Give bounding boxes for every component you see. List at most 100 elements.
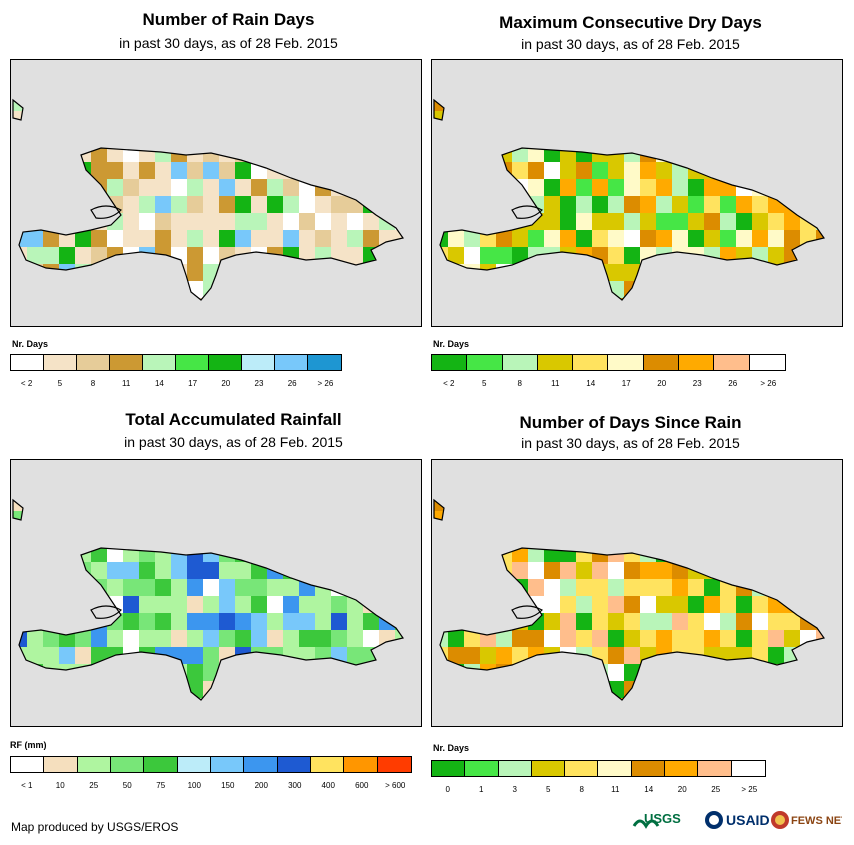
map-cell xyxy=(576,77,592,94)
map-cell xyxy=(752,162,768,179)
map-cell xyxy=(411,230,421,247)
map-cell xyxy=(315,511,331,528)
map-cell xyxy=(43,715,59,726)
map-cell xyxy=(107,100,123,111)
map-cell xyxy=(171,60,187,77)
map-cell xyxy=(448,460,464,477)
map-cell xyxy=(251,528,267,545)
map-cell xyxy=(560,562,576,579)
legend-swatch xyxy=(244,757,278,772)
map-cell xyxy=(187,664,203,681)
map-cell xyxy=(139,100,155,111)
map-cell xyxy=(592,528,608,545)
map-cell xyxy=(139,715,155,726)
map-cell xyxy=(434,281,448,298)
map-cell xyxy=(736,647,752,664)
map-cell xyxy=(123,500,139,511)
map-cell xyxy=(59,545,75,562)
map-cell xyxy=(496,100,512,111)
map-cell xyxy=(704,196,720,213)
map-cell xyxy=(59,196,75,213)
map-cell xyxy=(107,298,123,300)
map-cell xyxy=(528,528,544,545)
map-cell xyxy=(448,315,464,326)
map-cell xyxy=(11,60,27,77)
map-cell xyxy=(139,681,155,698)
map-cell xyxy=(363,77,379,94)
map-cell xyxy=(640,145,656,162)
map-cell xyxy=(672,230,688,247)
map-cell xyxy=(75,162,91,179)
legend-label: 11 xyxy=(611,785,620,794)
map-cell xyxy=(75,477,91,494)
map-cell xyxy=(155,477,171,494)
map-cell xyxy=(672,664,688,681)
map-cell xyxy=(832,698,842,715)
map-cell xyxy=(347,715,363,726)
map-cell xyxy=(720,298,736,300)
map-cell xyxy=(75,179,91,196)
map-cell xyxy=(576,230,592,247)
map-cell xyxy=(379,664,395,681)
map-cell xyxy=(283,281,299,298)
map-cell xyxy=(283,196,299,213)
map-cell xyxy=(544,247,560,264)
map-cell xyxy=(560,315,576,326)
map-cell xyxy=(736,230,752,247)
map-cell xyxy=(544,511,560,528)
map-cell xyxy=(768,562,784,579)
map-cell xyxy=(331,111,347,128)
map-cell xyxy=(576,500,592,511)
map-cell xyxy=(219,230,235,247)
legend-swatch xyxy=(573,355,609,370)
map-cell xyxy=(43,298,59,300)
map-cell xyxy=(203,230,219,247)
map-cell xyxy=(448,596,464,613)
map-cell xyxy=(363,111,379,128)
map-cell xyxy=(448,179,464,196)
map-cell xyxy=(299,315,315,326)
map-cell xyxy=(768,460,784,477)
map-cell xyxy=(203,77,219,94)
map-cell xyxy=(331,460,347,477)
map-cell xyxy=(395,247,403,264)
map-cell xyxy=(480,562,496,579)
map-cell xyxy=(464,281,480,298)
map-cell xyxy=(13,281,27,298)
map-cell xyxy=(235,77,251,94)
map-cell xyxy=(43,630,59,647)
map-cell xyxy=(544,162,560,179)
map-cell xyxy=(299,460,315,477)
map-cell xyxy=(464,213,480,230)
map-cell xyxy=(640,596,656,613)
map-cell xyxy=(363,60,379,77)
map-cell xyxy=(395,213,403,230)
legend-swatch xyxy=(643,355,680,370)
map-credit: Map produced by USGS/EROS xyxy=(11,820,179,834)
map-cell xyxy=(251,647,267,664)
map-cell xyxy=(203,630,219,647)
map-cell xyxy=(736,500,752,511)
map-cell xyxy=(624,213,640,230)
map-cell xyxy=(187,579,203,596)
map-cell xyxy=(528,179,544,196)
map-cell xyxy=(315,698,331,700)
map-cell xyxy=(59,528,75,545)
map-cell xyxy=(27,77,43,94)
map-cell xyxy=(267,528,283,545)
map-cell xyxy=(331,230,347,247)
map-cell xyxy=(283,77,299,94)
map-cell xyxy=(496,477,512,494)
map-cell xyxy=(496,111,512,128)
map-cell xyxy=(800,179,816,196)
map-cell xyxy=(816,128,824,145)
map-cell xyxy=(27,664,43,681)
map-cell xyxy=(219,162,235,179)
map-cell xyxy=(832,596,842,613)
map-cell xyxy=(363,500,379,511)
map-cell xyxy=(27,264,43,281)
map-cell xyxy=(688,664,704,681)
map-cell xyxy=(720,715,736,726)
map-cell xyxy=(251,179,267,196)
map-cell xyxy=(267,460,283,477)
